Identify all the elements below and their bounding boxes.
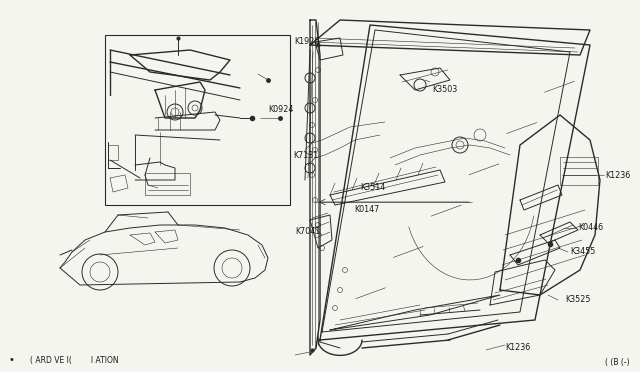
Text: K1236: K1236 [605,170,630,180]
Text: K0924: K0924 [268,106,293,115]
Text: K3514: K3514 [360,183,385,192]
Text: K0147: K0147 [354,205,380,215]
Bar [105,35,290,205]
Text: ( ARD VE I(        I ATION: ( ARD VE I( I ATION [30,356,118,365]
Bar [145,173,190,195]
Text: K3525: K3525 [565,295,591,305]
Text: ( (B (-): ( (B (-) [605,357,630,366]
Text: K0446: K0446 [578,224,603,232]
Bar [560,157,598,185]
Text: K7041: K7041 [295,228,320,237]
Text: •: • [8,355,14,365]
Text: K3503: K3503 [432,86,457,94]
Bar [108,145,118,160]
Text: K1926: K1926 [294,38,319,46]
Text: K1236: K1236 [505,343,531,353]
Text: K3455: K3455 [570,247,595,257]
Text: K7131: K7131 [293,151,318,160]
